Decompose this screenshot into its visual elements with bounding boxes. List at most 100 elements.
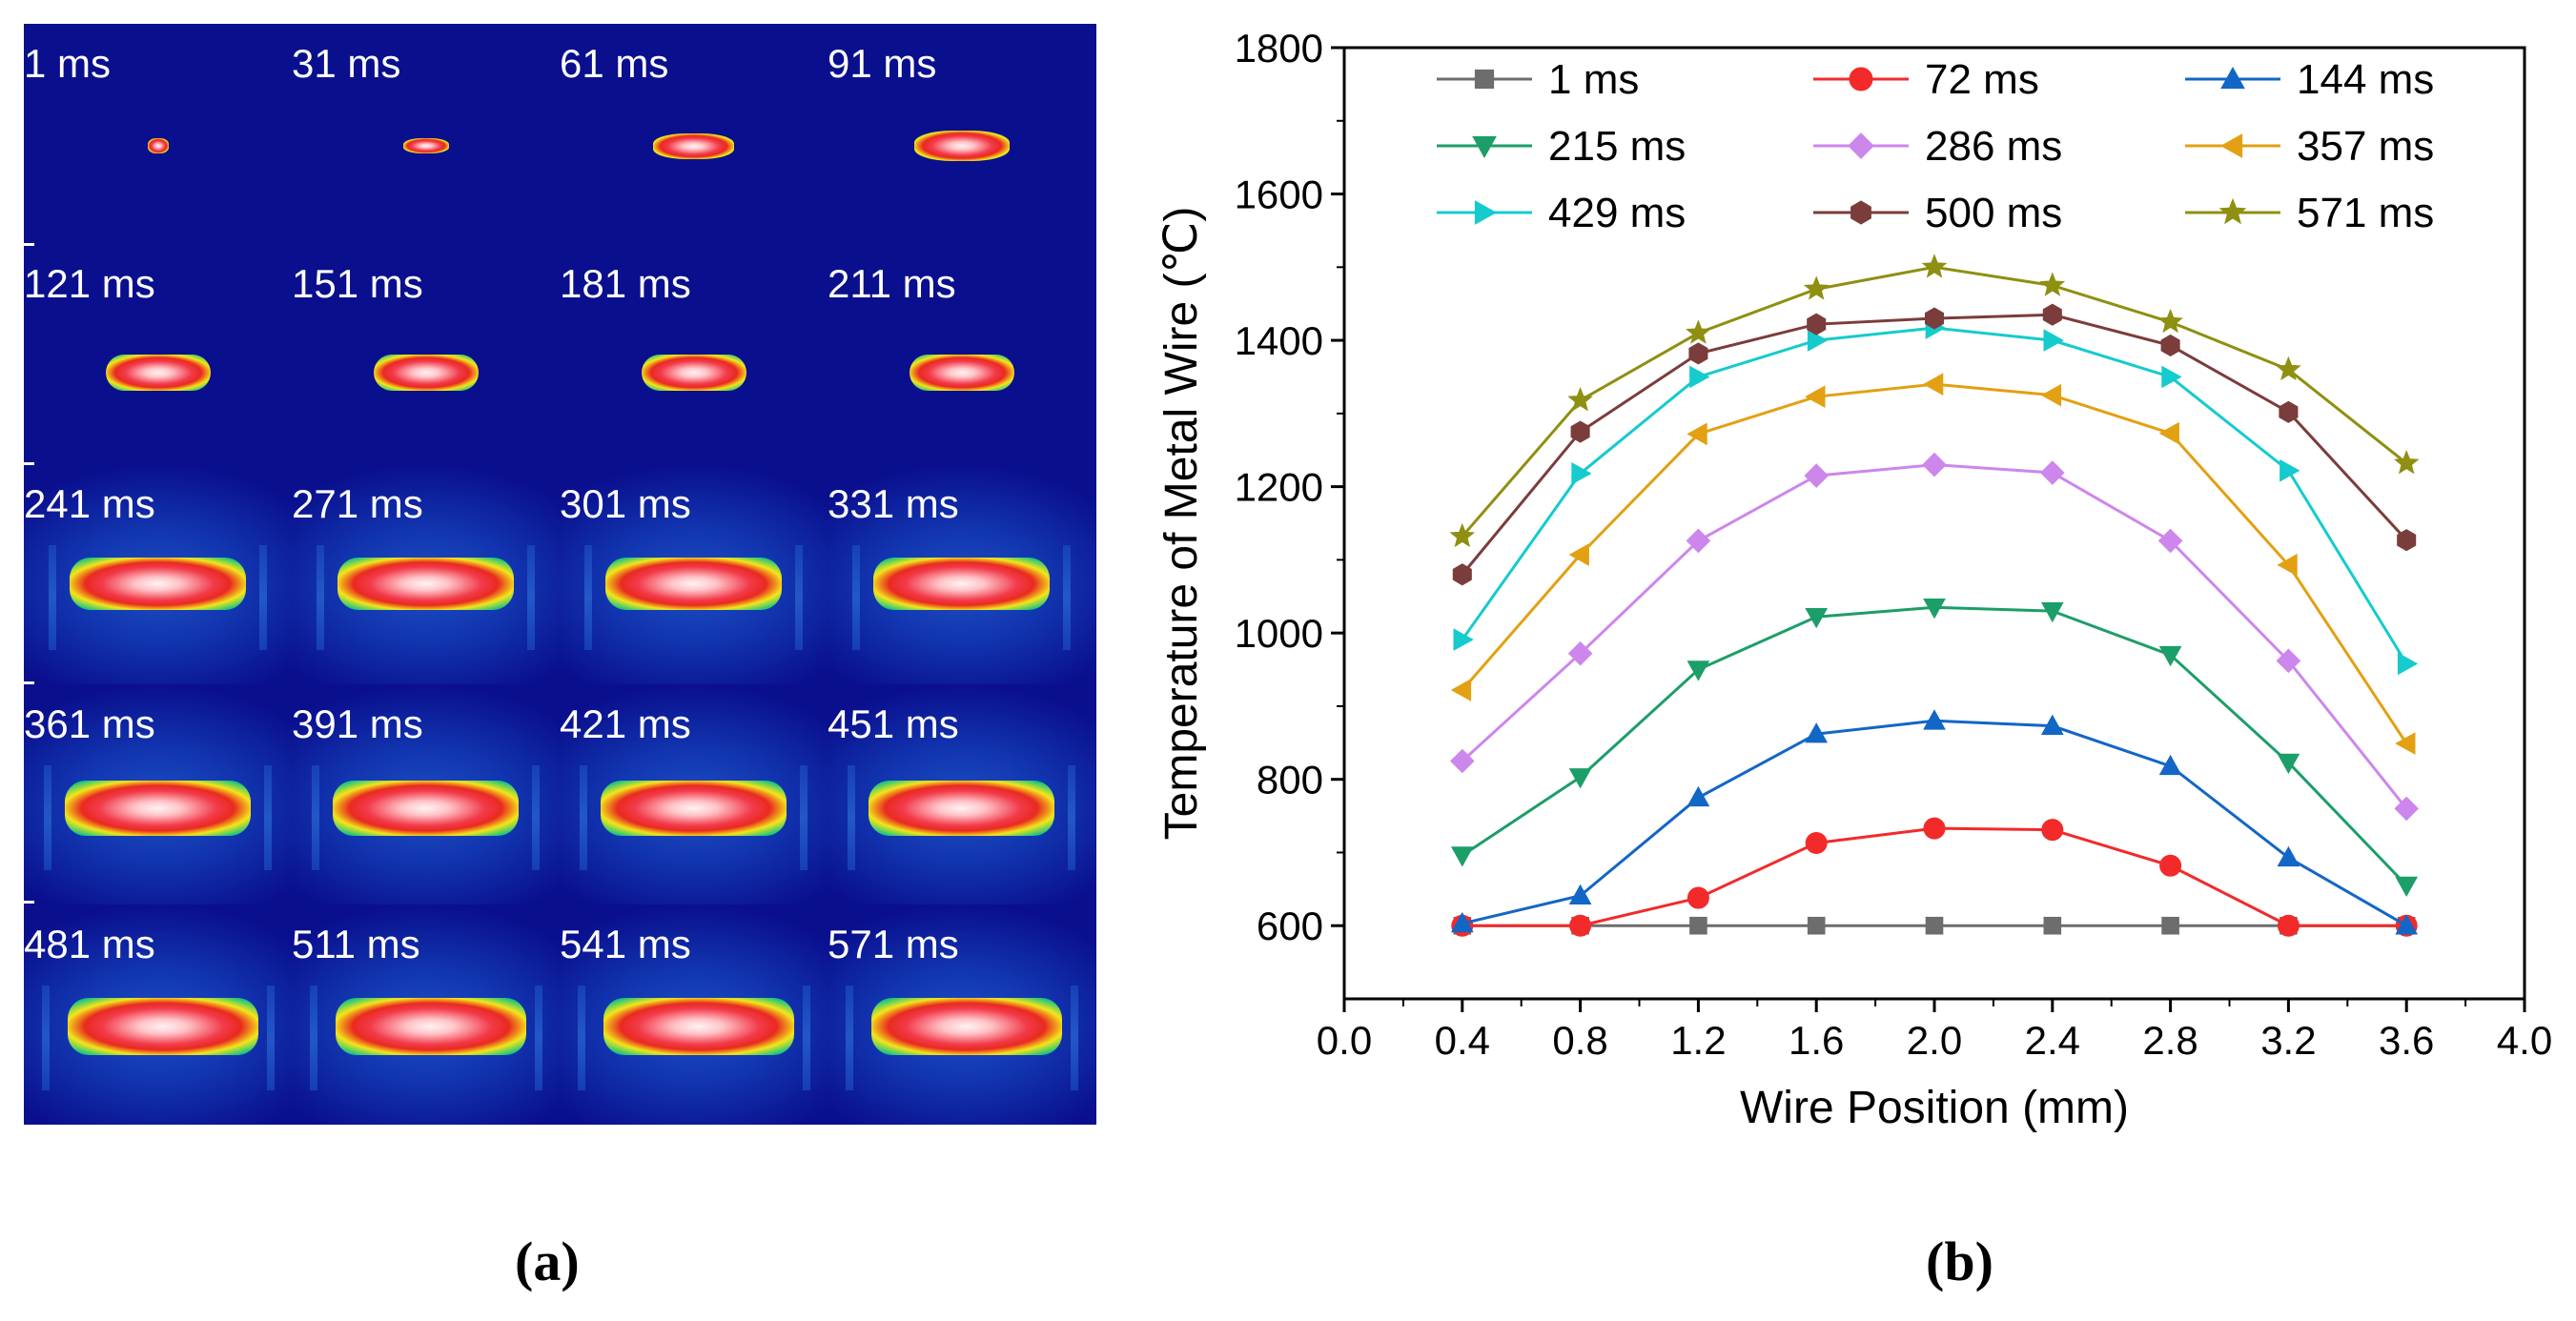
data-point xyxy=(1449,522,1476,548)
data-point xyxy=(2395,876,2419,898)
thermal-frame: 31 ms xyxy=(292,24,560,244)
data-point xyxy=(1805,607,1829,629)
data-point xyxy=(1568,884,1592,905)
data-point xyxy=(2393,450,2420,475)
data-point xyxy=(2161,916,2179,935)
x-tick-label: 0.8 xyxy=(1552,1018,1607,1063)
hot-spot xyxy=(603,998,794,1055)
series-line xyxy=(1461,382,2408,744)
wire-post xyxy=(1063,545,1071,650)
hot-spot xyxy=(870,998,1062,1055)
data-point xyxy=(1925,916,1944,935)
wire-post xyxy=(44,765,51,870)
thermal-frame: 91 ms xyxy=(828,24,1095,244)
thermal-frame: 181 ms xyxy=(560,244,828,464)
frame-time-label: 271 ms xyxy=(292,481,423,526)
data-point xyxy=(1805,831,1828,854)
y-axis-label: Temperature of Metal Wire (℃) xyxy=(1156,207,1207,841)
legend-entry: 286 ms xyxy=(1925,123,2062,170)
legend-entry: 1 ms xyxy=(1548,56,1639,103)
data-point xyxy=(1805,385,1826,409)
edge-tick xyxy=(21,681,34,684)
caption-a: (a) xyxy=(515,1230,580,1292)
hot-spot xyxy=(105,355,211,391)
thermal-frame: 241 ms xyxy=(24,464,292,684)
thermal-frame: 391 ms xyxy=(292,684,560,904)
data-point xyxy=(2279,400,2299,423)
frame-time-label: 121 ms xyxy=(24,261,155,306)
x-tick-label: 2.0 xyxy=(1907,1018,1962,1063)
data-point xyxy=(2039,272,2066,296)
wire-post xyxy=(584,545,592,650)
data-point xyxy=(1923,598,1946,620)
frame-time-label: 391 ms xyxy=(292,701,423,746)
legend-entry: 144 ms xyxy=(2297,56,2434,103)
thermal-frame: 121 ms xyxy=(24,244,292,464)
legend-marker xyxy=(1850,200,1871,225)
data-point xyxy=(2395,732,2416,755)
frame-time-label: 211 ms xyxy=(828,261,956,306)
data-point xyxy=(2040,383,2062,407)
data-point xyxy=(2277,914,2300,937)
frame-time-label: 91 ms xyxy=(828,41,937,86)
data-point xyxy=(2277,845,2300,867)
hot-spot xyxy=(601,781,787,836)
thermal-frame: 451 ms xyxy=(828,684,1095,904)
data-point xyxy=(1687,886,1709,909)
frame-time-label: 511 ms xyxy=(292,922,420,966)
legend-entry: 571 ms xyxy=(2297,190,2434,236)
data-point xyxy=(2277,753,2300,775)
legend-entry: 429 ms xyxy=(1548,190,1686,236)
data-point xyxy=(1921,254,1948,278)
wire-post xyxy=(580,765,587,870)
data-point xyxy=(2280,458,2300,482)
thermal-frame: 481 ms xyxy=(24,904,292,1125)
frame-time-label: 481 ms xyxy=(24,922,155,966)
frame-time-label: 541 ms xyxy=(560,922,691,966)
x-tick-label: 1.6 xyxy=(1789,1018,1844,1063)
wire-post xyxy=(264,765,272,870)
x-axis-label: Wire Position (mm) xyxy=(1740,1083,2129,1133)
data-point xyxy=(1571,461,1592,485)
hot-spot xyxy=(869,781,1054,836)
thermal-frame: 511 ms xyxy=(292,904,560,1125)
data-point xyxy=(1570,420,1590,443)
wire-post xyxy=(795,545,803,650)
data-point xyxy=(2043,916,2062,935)
frame-time-label: 451 ms xyxy=(828,701,959,746)
legend-marker xyxy=(2218,197,2247,225)
legend-entry: 72 ms xyxy=(1925,56,2039,103)
frame-time-label: 1 ms xyxy=(24,41,112,86)
thermal-frame: 301 ms xyxy=(560,464,828,684)
frame-time-label: 421 ms xyxy=(560,701,691,746)
wire-post xyxy=(527,545,535,650)
wire-post xyxy=(312,765,319,870)
x-tick-label: 2.4 xyxy=(2025,1018,2080,1063)
data-point xyxy=(1568,768,1592,789)
y-tick-label: 600 xyxy=(1257,904,1323,948)
edge-tick xyxy=(21,462,34,465)
wire-post xyxy=(534,986,542,1090)
hot-spot xyxy=(337,557,514,610)
x-tick-label: 0.4 xyxy=(1435,1018,1490,1063)
thermal-frame: 421 ms xyxy=(560,684,828,904)
data-point xyxy=(1450,911,1474,933)
data-point xyxy=(1689,365,1710,389)
x-tick-label: 1.2 xyxy=(1670,1018,1726,1063)
wire-post xyxy=(852,545,860,650)
data-point xyxy=(1924,307,1945,330)
legend-marker xyxy=(1849,67,1873,91)
temperature-line-chart: 0.0 0.4 0.8 1.2 1.6 2.0 2.4 2.8 3.2 3.6 4.0 600 800 1… xyxy=(1156,26,2552,1133)
hot-spot xyxy=(873,557,1050,610)
data-point xyxy=(1807,329,1829,352)
data-point xyxy=(2042,303,2062,326)
frame-time-label: 151 ms xyxy=(292,261,423,306)
hot-spot xyxy=(67,998,258,1055)
wire-post xyxy=(532,765,540,870)
thermal-frame: 331 ms xyxy=(828,464,1095,684)
y-tick-label: 1000 xyxy=(1235,611,1323,656)
edge-tick xyxy=(21,243,34,246)
x-tick-label: 2.8 xyxy=(2142,1018,2198,1063)
data-point xyxy=(2277,553,2298,577)
series-line xyxy=(1461,605,2408,887)
